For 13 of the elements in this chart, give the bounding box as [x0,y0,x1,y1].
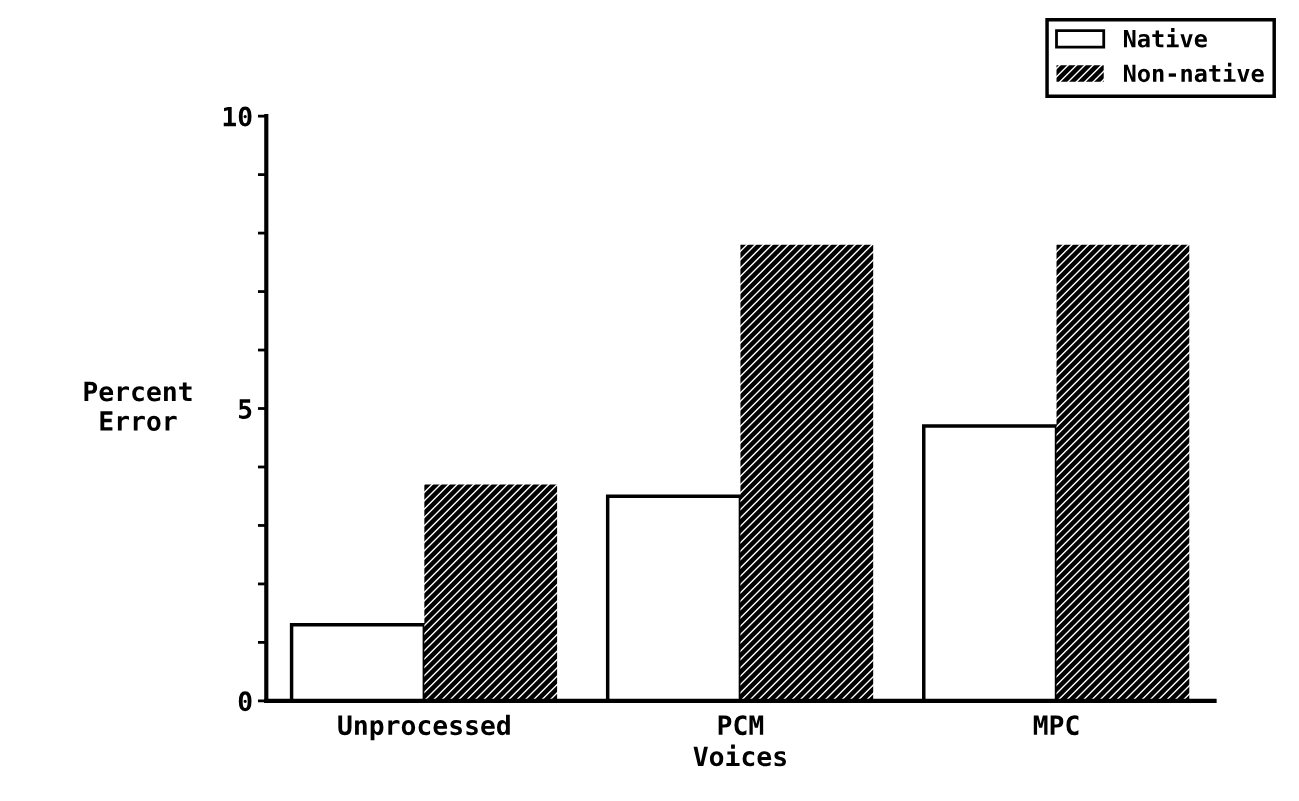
y-tick-label: 10 [223,106,252,127]
legend-label: Native [1123,28,1207,48]
legend-label: Non-native [1123,62,1264,83]
bar [740,244,874,701]
bar [424,484,558,701]
x-tick-label: Unprocessed [338,714,510,741]
y-tick-label: 0 [238,691,252,712]
x-tick-label: MPC [1033,715,1079,736]
x-tick-label: PCM [718,715,764,736]
y-axis-title: Percent Error [84,381,192,431]
x-axis-title: Voices [693,744,786,767]
bar [1056,244,1190,701]
y-tick-label: 5 [239,399,252,419]
